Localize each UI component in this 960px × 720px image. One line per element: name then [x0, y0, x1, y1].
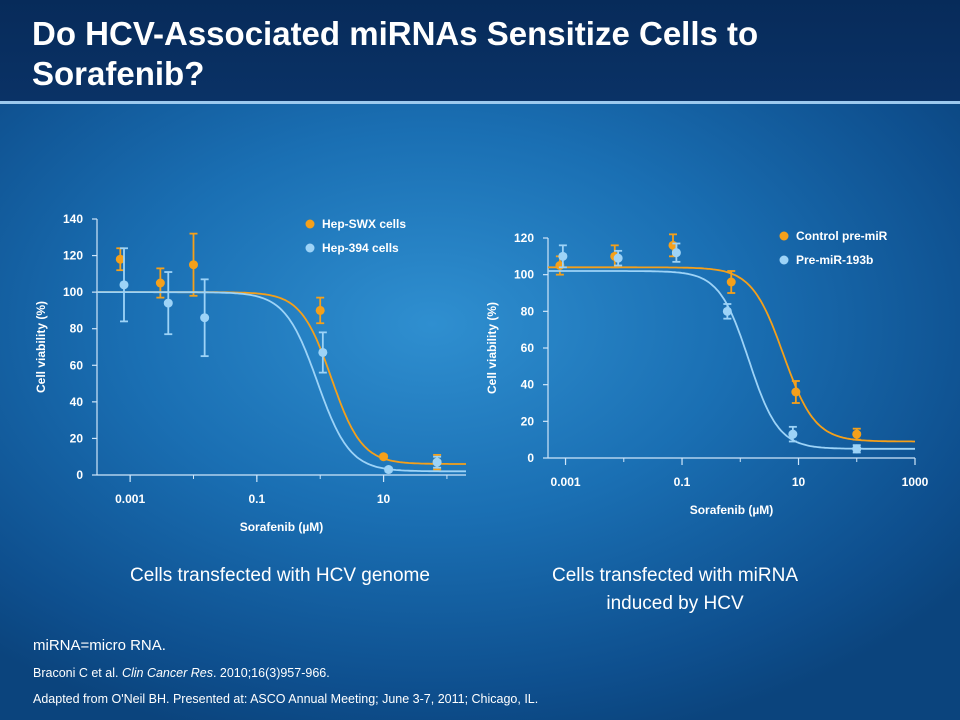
- y-tick-label: 0: [527, 451, 534, 465]
- footnote-adapted: Adapted from O'Neil BH. Presented at: AS…: [33, 692, 539, 706]
- y-tick-label: 100: [63, 285, 83, 299]
- y-axis-label: Cell viability (%): [485, 302, 499, 394]
- legend-label: Hep-SWX cells: [322, 217, 406, 231]
- data-point: [788, 429, 798, 439]
- data-point: [384, 465, 394, 475]
- data-point: [163, 298, 173, 308]
- ref-authors: Braconi C et al.: [33, 666, 122, 680]
- x-axis-label: Sorafenib (µM): [240, 520, 324, 534]
- x-axis-label: Sorafenib (µM): [690, 503, 774, 517]
- y-tick-label: 80: [70, 322, 84, 336]
- footnote-abbreviation: miRNA=micro RNA.: [33, 637, 166, 654]
- x-tick-label: 0.1: [249, 492, 266, 506]
- data-point: [432, 457, 442, 467]
- series-0: [97, 232, 466, 471]
- data-point: [671, 248, 681, 258]
- x-tick-label: 1000: [902, 475, 929, 489]
- y-tick-label: 140: [63, 212, 83, 226]
- fit-curve: [97, 291, 466, 465]
- fit-curve: [548, 270, 915, 450]
- legend-marker: [779, 255, 789, 265]
- x-tick-label: 10: [792, 475, 806, 489]
- ref-journal: Clin Cancer Res: [121, 666, 213, 680]
- legend-label: Hep-394 cells: [322, 241, 399, 255]
- y-tick-label: 60: [521, 341, 535, 355]
- title-bar: Do HCV-Associated miRNAs Sensitize Cells…: [0, 0, 960, 104]
- data-point: [315, 305, 325, 315]
- footnote-reference: Braconi C et al. Clin Cancer Res. 2010;1…: [33, 666, 330, 680]
- data-point: [115, 254, 125, 264]
- data-point: [791, 387, 801, 397]
- y-tick-label: 0: [76, 468, 83, 482]
- data-point: [119, 280, 129, 290]
- fit-curve: [97, 291, 466, 473]
- x-tick-label: 0.1: [674, 475, 691, 489]
- legend-label: Control pre-miR: [796, 229, 888, 243]
- chart-hcv-genome: 0.001 0.1 10 0 20 40 60 80 100 120 140 Sorafenib (µ…: [30, 200, 480, 540]
- data-point: [200, 313, 210, 323]
- chart-mirna: 0.001 0.1 10 1000 0 20 40 60 80 100 120 Sorafenib (…: [480, 215, 940, 540]
- caption-right: Cells transfected with miRNA induced by …: [551, 565, 799, 614]
- y-tick-label: 20: [521, 414, 535, 428]
- legend-label: Pre-miR-193b: [796, 253, 873, 267]
- y-tick-label: 80: [521, 304, 535, 318]
- y-tick-label: 100: [514, 268, 534, 282]
- data-point: [318, 347, 328, 357]
- ref-rest: . 2010;16(3)957-966.: [212, 666, 330, 680]
- series-1: [548, 242, 915, 454]
- chart-svg: 0.001 0.1 10 1000 0 20 40 60 80 100 120 Sorafenib (…: [485, 229, 929, 517]
- series-1: [97, 247, 466, 475]
- data-point: [379, 452, 389, 462]
- y-tick-label: 60: [70, 358, 84, 372]
- data-point: [558, 251, 568, 261]
- legend-marker: [305, 243, 315, 253]
- y-tick-label: 20: [70, 431, 84, 445]
- data-point: [188, 260, 198, 270]
- data-point: [726, 277, 736, 287]
- data-point: [155, 278, 165, 288]
- x-tick-label: 0.001: [551, 475, 581, 489]
- y-tick-label: 120: [63, 249, 83, 263]
- x-tick-label: 10: [377, 492, 391, 506]
- data-point: [852, 444, 862, 454]
- x-tick-label: 0.001: [115, 492, 145, 506]
- y-tick-label: 120: [514, 231, 534, 245]
- legend-marker: [305, 219, 315, 229]
- data-point: [722, 306, 732, 316]
- y-axis-label: Cell viability (%): [34, 301, 48, 393]
- data-point: [852, 429, 862, 439]
- legend-marker: [779, 231, 789, 241]
- data-point: [613, 253, 623, 263]
- y-tick-label: 40: [70, 395, 84, 409]
- y-tick-label: 40: [521, 378, 535, 392]
- slide-title: Do HCV-Associated miRNAs Sensitize Cells…: [32, 15, 759, 92]
- series-0: [548, 233, 915, 443]
- caption-left: Cells transfected with HCV genome: [130, 565, 430, 586]
